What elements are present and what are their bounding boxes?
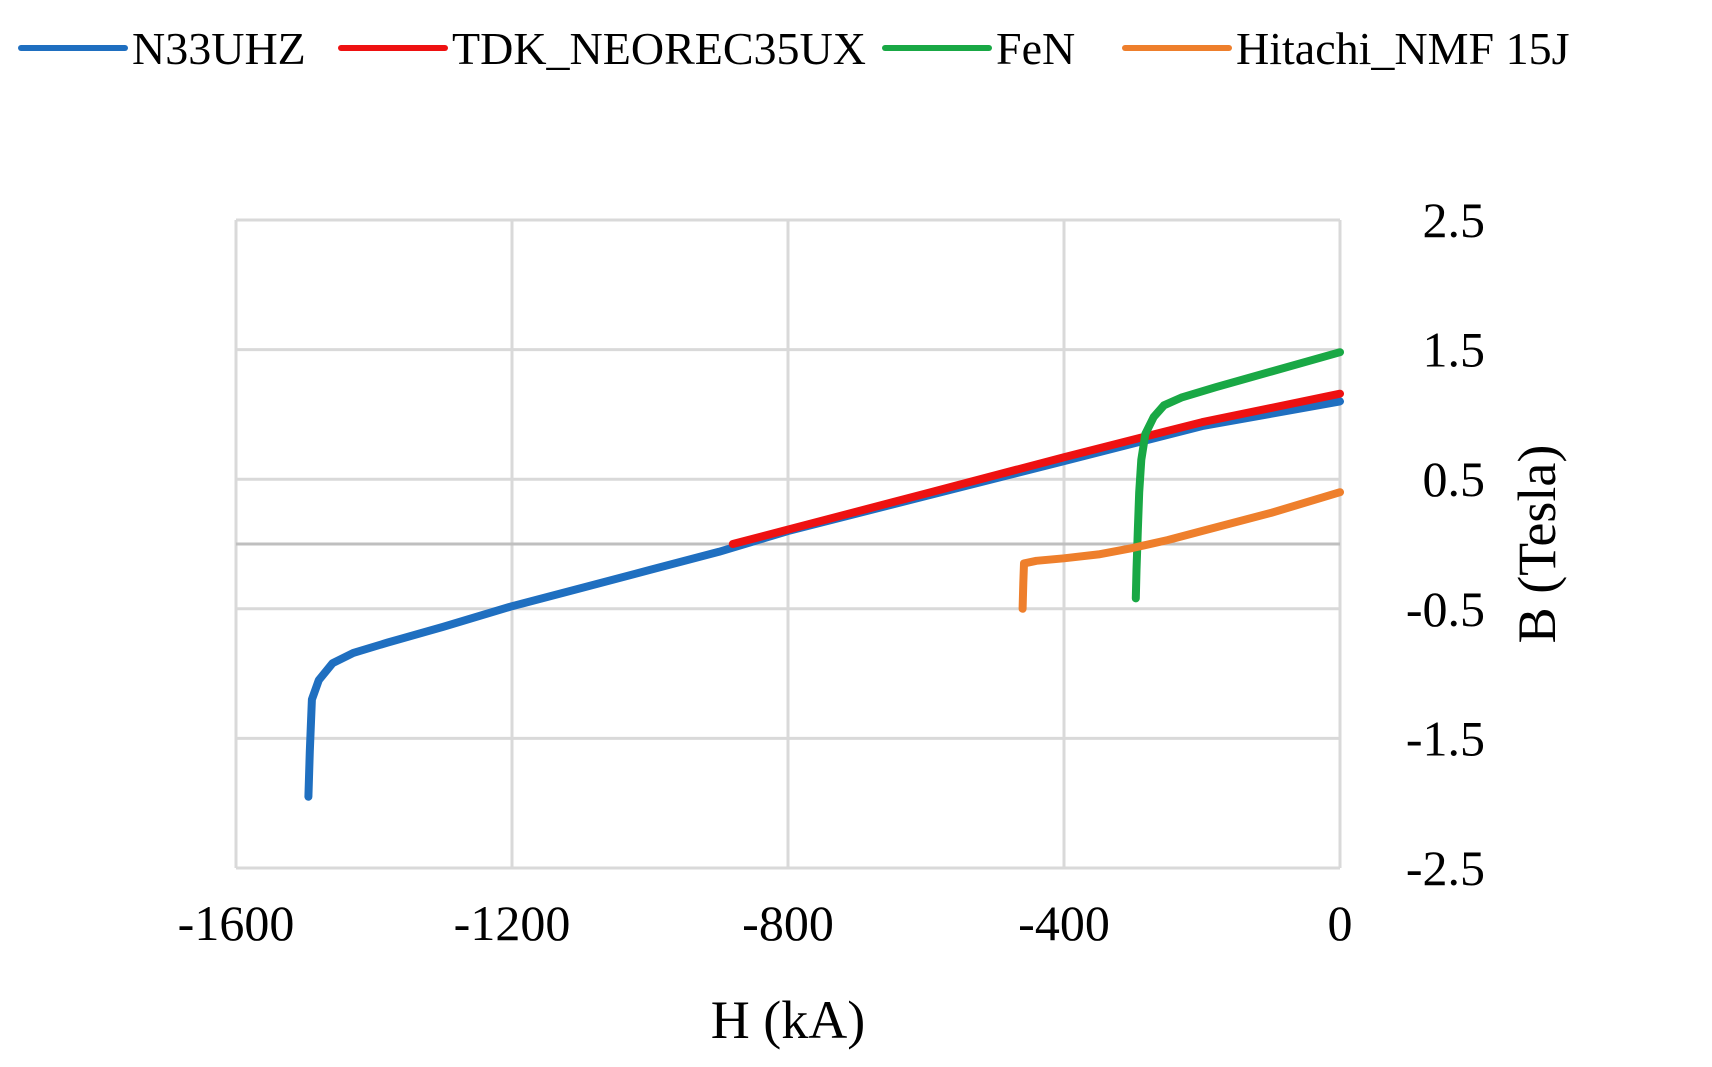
legend-item-tdk-neorec35ux: TDK_NEOREC35UX: [338, 18, 866, 78]
legend-item-fen: FeN: [882, 18, 1075, 78]
y-axis-title: B (Tesla): [1507, 445, 1567, 644]
legend: N33UHZ TDK_NEOREC35UX FeN Hitachi_NMF 15…: [0, 18, 1712, 78]
y-tick-label: 2.5: [1423, 192, 1486, 248]
legend-label-tdk-neorec35ux: TDK_NEOREC35UX: [452, 22, 866, 74]
x-tick-label: -400: [1018, 895, 1110, 951]
legend-swatch-n33uhz: [18, 45, 128, 51]
y-tick-label: -0.5: [1406, 581, 1485, 637]
legend-label-hitachi-nmf15j: Hitachi_NMF 15J: [1236, 22, 1570, 74]
x-tick-label: -800: [742, 895, 834, 951]
x-tick-label: -1600: [178, 895, 295, 951]
series-line-fen: [1131, 348, 1344, 603]
series-group: [304, 348, 1344, 801]
x-axis-title: H (kA): [711, 990, 865, 1050]
y-tick-label: -1.5: [1406, 710, 1485, 766]
series-line-tdk-neorec35ux: [728, 389, 1344, 548]
y-tick-label: 1.5: [1423, 322, 1486, 378]
legend-item-hitachi-nmf15j: Hitachi_NMF 15J: [1122, 18, 1570, 78]
legend-label-n33uhz: N33UHZ: [132, 22, 306, 74]
series-line-hitachi-nmf-15j: [1018, 488, 1344, 613]
legend-swatch-fen: [882, 45, 992, 51]
y-tick-label: -2.5: [1406, 840, 1485, 896]
x-tick-label: 0: [1328, 895, 1353, 951]
legend-label-fen: FeN: [996, 22, 1076, 74]
y-tick-label: 0.5: [1423, 451, 1486, 507]
legend-item-n33uhz: N33UHZ: [18, 18, 306, 78]
grid: [234, 218, 1342, 870]
tick-labels: -1600 -1200 -800 -400 0 2.5 1.5 0.5 -0.5 -1.5 -2.5: [178, 192, 1485, 951]
legend-swatch-tdk-neorec35ux: [338, 45, 448, 51]
x-tick-label: -1200: [454, 895, 571, 951]
legend-swatch-hitachi-nmf15j: [1122, 45, 1232, 51]
